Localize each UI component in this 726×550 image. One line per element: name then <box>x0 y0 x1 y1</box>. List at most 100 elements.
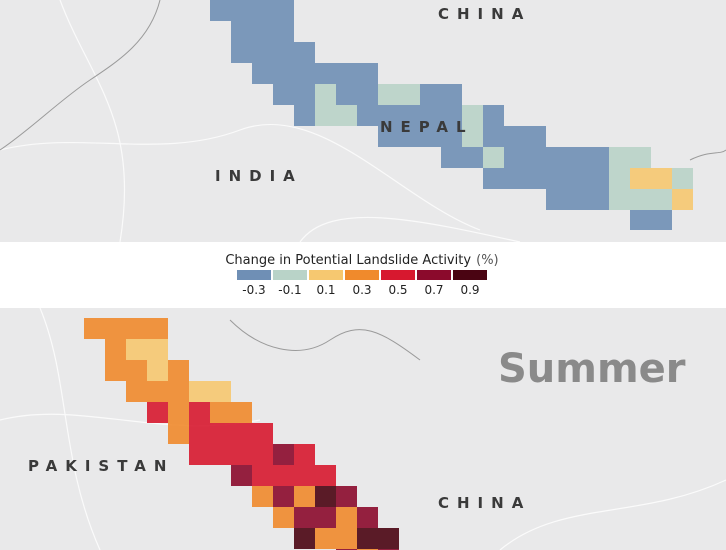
cell <box>273 84 294 105</box>
cell <box>273 507 294 528</box>
cell <box>441 126 462 147</box>
cell <box>126 339 147 360</box>
cell <box>252 42 273 63</box>
cell <box>546 147 567 168</box>
cell <box>672 189 693 210</box>
season-title: Summer <box>498 346 686 392</box>
cell <box>231 21 252 42</box>
cell <box>651 210 672 230</box>
cell <box>168 381 189 402</box>
place-label: INDIA <box>215 167 303 185</box>
cell <box>651 189 672 210</box>
cell <box>357 528 378 549</box>
legend-tick-label: 0.5 <box>388 283 407 297</box>
legend-tick-label: -0.3 <box>242 283 265 297</box>
cell <box>273 465 294 486</box>
cell <box>126 318 147 339</box>
cell <box>399 84 420 105</box>
legend-tick-label: 0.1 <box>316 283 335 297</box>
cell <box>609 147 630 168</box>
cell <box>294 486 315 507</box>
cell <box>483 147 504 168</box>
cell <box>357 105 378 126</box>
cell <box>315 63 336 84</box>
cell <box>672 168 693 189</box>
cell <box>273 63 294 84</box>
cell <box>420 105 441 126</box>
cell <box>315 486 336 507</box>
cell <box>189 381 210 402</box>
cell <box>252 444 273 465</box>
legend-swatch <box>273 270 307 280</box>
borders <box>0 0 726 361</box>
cell <box>231 423 252 444</box>
cell <box>147 360 168 381</box>
cell <box>252 423 273 444</box>
cell <box>336 507 357 528</box>
cell <box>399 105 420 126</box>
cell <box>441 147 462 168</box>
cell <box>378 126 399 147</box>
cell <box>336 105 357 126</box>
cell <box>546 168 567 189</box>
cell <box>630 168 651 189</box>
cell <box>273 42 294 63</box>
legend-title: Change in Potential Landslide Activity (… <box>225 249 498 268</box>
legend-swatch <box>345 270 379 280</box>
cell <box>231 0 252 21</box>
cell <box>231 465 252 486</box>
legend-unit: (%) <box>476 253 499 268</box>
cell <box>168 402 189 423</box>
cell <box>441 84 462 105</box>
cell <box>630 147 651 168</box>
cell <box>147 402 168 423</box>
cell <box>294 105 315 126</box>
cell <box>294 465 315 486</box>
legend-swatch <box>453 270 487 280</box>
legend-tick-label: 0.7 <box>424 283 443 297</box>
cell <box>588 168 609 189</box>
cell <box>336 486 357 507</box>
cell <box>378 105 399 126</box>
cell <box>630 210 651 230</box>
cell <box>294 63 315 84</box>
cell <box>357 507 378 528</box>
cell <box>336 84 357 105</box>
cell <box>210 444 231 465</box>
cell <box>294 84 315 105</box>
cell <box>210 402 231 423</box>
cell <box>189 444 210 465</box>
cell <box>231 402 252 423</box>
legend-tick-label: -0.1 <box>278 283 301 297</box>
place-label: PAKISTAN <box>28 457 174 475</box>
cell <box>462 105 483 126</box>
cell <box>147 318 168 339</box>
cell <box>483 168 504 189</box>
cell <box>357 84 378 105</box>
cell <box>273 444 294 465</box>
cell <box>84 318 105 339</box>
place-label: CHINA <box>438 5 531 23</box>
cell <box>252 21 273 42</box>
cell <box>105 339 126 360</box>
cell <box>357 63 378 84</box>
cell <box>609 189 630 210</box>
cell <box>210 0 231 21</box>
cell <box>399 126 420 147</box>
cell <box>525 147 546 168</box>
cell <box>462 126 483 147</box>
legend-swatch <box>309 270 343 280</box>
cell <box>315 84 336 105</box>
cell <box>147 381 168 402</box>
cell <box>126 360 147 381</box>
cell <box>336 63 357 84</box>
legend-swatch <box>417 270 451 280</box>
cell <box>567 189 588 210</box>
landslide-cells <box>84 0 693 550</box>
cell <box>651 168 672 189</box>
cell <box>273 21 294 42</box>
cell <box>231 444 252 465</box>
cell <box>294 507 315 528</box>
cell <box>609 168 630 189</box>
